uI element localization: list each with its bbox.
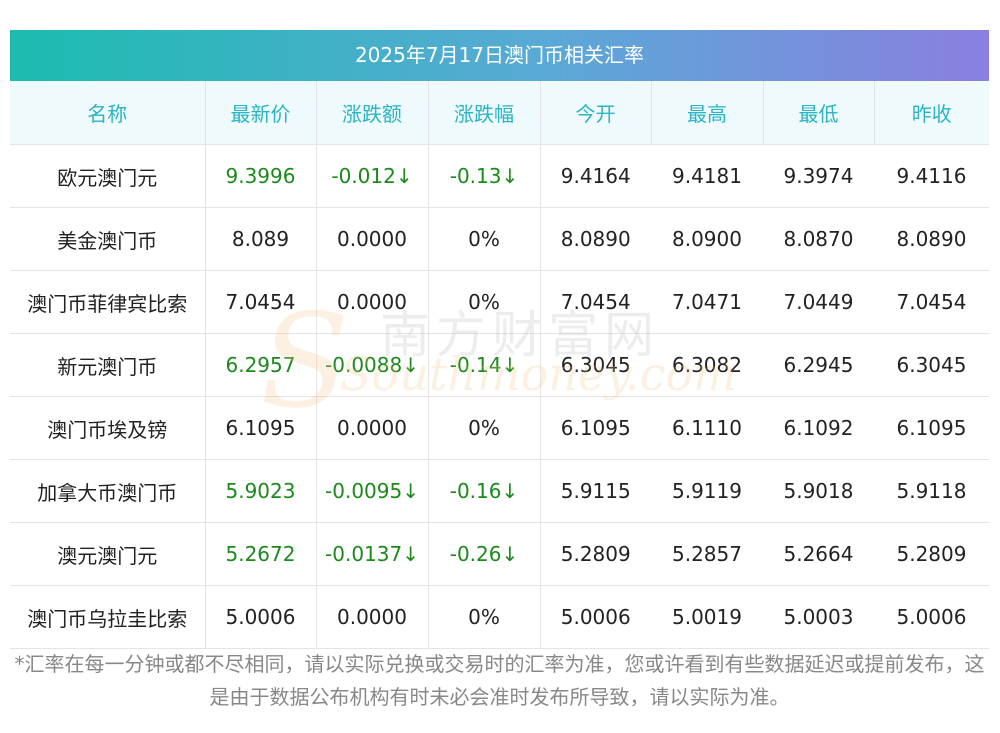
cell-price: 5.0006: [205, 585, 317, 649]
cell-low: 5.0003: [763, 585, 874, 649]
cell-change: 0.0000: [316, 396, 429, 460]
cell-change-pct: 0%: [428, 396, 541, 460]
cell-high: 6.1110: [651, 396, 763, 460]
cell-price: 7.0454: [205, 270, 317, 334]
cell-high: 7.0471: [651, 270, 763, 334]
cell-high: 5.0019: [651, 585, 763, 649]
cell-change: 0.0000: [316, 585, 429, 649]
col-header-low: 最低: [763, 81, 875, 145]
cell-prev-close: 6.1095: [874, 396, 989, 460]
cell-low: 6.2945: [763, 333, 874, 397]
cell-change-pct: 0%: [428, 207, 541, 271]
cell-low: 8.0870: [763, 207, 874, 271]
cell-low: 9.3974: [763, 144, 874, 208]
cell-prev-close: 5.9118: [874, 459, 989, 523]
table-row: 澳门币埃及镑 6.1095 0.0000 0% 6.1095 6.1110 6.1092 6.…: [10, 396, 989, 460]
cell-price: 5.2672: [205, 522, 317, 586]
cell-open: 6.3045: [540, 333, 651, 397]
cell-high: 5.9119: [651, 459, 763, 523]
col-header-open: 今开: [540, 81, 652, 145]
cell-prev-close: 6.3045: [874, 333, 989, 397]
cell-name: 澳门币埃及镑: [10, 396, 206, 460]
col-header-change: 涨跌额: [316, 81, 429, 145]
cell-open: 8.0890: [540, 207, 651, 271]
cell-change-pct: -0.26↓: [428, 522, 541, 586]
cell-change-pct: 0%: [428, 585, 541, 649]
cell-change-pct: 0%: [428, 270, 541, 334]
cell-name: 澳门币乌拉圭比索: [10, 585, 206, 649]
cell-open: 9.4164: [540, 144, 651, 208]
cell-price: 8.089: [205, 207, 317, 271]
cell-name: 加拿大币澳门币: [10, 459, 206, 523]
table-row: 欧元澳门元 9.3996 -0.012↓ -0.13↓ 9.4164 9.4181 9.39…: [10, 144, 989, 208]
cell-high: 6.3082: [651, 333, 763, 397]
cell-prev-close: 9.4116: [874, 144, 989, 208]
disclaimer-footnote: *汇率在每一分钟或都不尽相同，请以实际兑换或交易时的汇率为准，您或许看到有些数据…: [14, 652, 985, 709]
cell-high: 8.0900: [651, 207, 763, 271]
table-row: 新元澳门币 6.2957 -0.0088↓ -0.14↓ 6.3045 6.3082 6.2…: [10, 333, 989, 397]
cell-open: 7.0454: [540, 270, 651, 334]
cell-price: 6.1095: [205, 396, 317, 460]
rate-table-card: 2025年7月17日澳门币相关汇率 名称 最新价 涨跌额 涨跌幅 今开 最高 最…: [10, 30, 989, 649]
cell-open: 6.1095: [540, 396, 651, 460]
col-header-change-pct: 涨跌幅: [428, 81, 541, 145]
cell-price: 5.9023: [205, 459, 317, 523]
cell-high: 9.4181: [651, 144, 763, 208]
cell-low: 6.1092: [763, 396, 874, 460]
cell-open: 5.2809: [540, 522, 651, 586]
cell-high: 5.2857: [651, 522, 763, 586]
exchange-rate-table: 名称 最新价 涨跌额 涨跌幅 今开 最高 最低 昨收 欧元澳门元 9.3996 -0…: [10, 81, 989, 649]
cell-prev-close: 7.0454: [874, 270, 989, 334]
cell-change-pct: -0.14↓: [428, 333, 541, 397]
cell-change-pct: -0.13↓: [428, 144, 541, 208]
cell-prev-close: 8.0890: [874, 207, 989, 271]
cell-name: 澳元澳门元: [10, 522, 206, 586]
col-header-price: 最新价: [205, 81, 317, 145]
cell-price: 9.3996: [205, 144, 317, 208]
cell-name: 美金澳门币: [10, 207, 206, 271]
cell-change: 0.0000: [316, 207, 429, 271]
cell-change: -0.012↓: [316, 144, 429, 208]
header-row: 名称 最新价 涨跌额 涨跌幅 今开 最高 最低 昨收: [10, 81, 989, 145]
cell-name: 欧元澳门元: [10, 144, 206, 208]
table-row: 加拿大币澳门币 5.9023 -0.0095↓ -0.16↓ 5.9115 5.9119 5…: [10, 459, 989, 523]
cell-change: -0.0137↓: [316, 522, 429, 586]
cell-change: 0.0000: [316, 270, 429, 334]
cell-prev-close: 5.0006: [874, 585, 989, 649]
table-title: 2025年7月17日澳门币相关汇率: [10, 30, 989, 81]
table-row: 美金澳门币 8.089 0.0000 0% 8.0890 8.0900 8.0870 8.08…: [10, 207, 989, 271]
cell-open: 5.0006: [540, 585, 651, 649]
cell-low: 5.2664: [763, 522, 874, 586]
cell-price: 6.2957: [205, 333, 317, 397]
col-header-name: 名称: [10, 81, 206, 145]
cell-prev-close: 5.2809: [874, 522, 989, 586]
table-row: 澳门币乌拉圭比索 5.0006 0.0000 0% 5.0006 5.0019 5.0003…: [10, 585, 989, 649]
cell-change-pct: -0.16↓: [428, 459, 541, 523]
cell-open: 5.9115: [540, 459, 651, 523]
cell-low: 5.9018: [763, 459, 874, 523]
cell-low: 7.0449: [763, 270, 874, 334]
table-row: 澳元澳门元 5.2672 -0.0137↓ -0.26↓ 5.2809 5.2857 5.2…: [10, 522, 989, 586]
cell-name: 澳门币菲律宾比索: [10, 270, 206, 334]
cell-change: -0.0088↓: [316, 333, 429, 397]
col-header-prev-close: 昨收: [874, 81, 989, 145]
table-row: 澳门币菲律宾比索 7.0454 0.0000 0% 7.0454 7.0471 7.0449…: [10, 270, 989, 334]
cell-change: -0.0095↓: [316, 459, 429, 523]
cell-name: 新元澳门币: [10, 333, 206, 397]
col-header-high: 最高: [651, 81, 764, 145]
